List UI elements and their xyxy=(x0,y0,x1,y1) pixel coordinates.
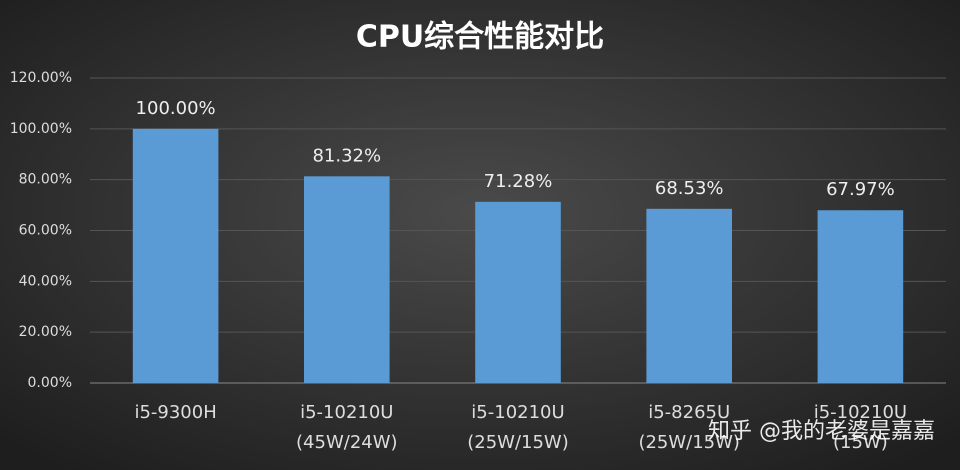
watermark: 知乎 @我的老婆是嘉嘉 xyxy=(708,419,935,444)
value-label: 81.32% xyxy=(312,145,381,166)
y-tick-label: 0.00% xyxy=(28,375,72,391)
x-tick-label: i5-10210U xyxy=(300,402,393,423)
y-tick-label: 20.00% xyxy=(19,324,72,340)
x-tick-label: i5-9300H xyxy=(134,402,216,423)
x-tick-label: i5-8265U xyxy=(648,402,730,423)
bar xyxy=(646,208,732,383)
value-label: 68.53% xyxy=(655,178,724,199)
x-tick-label: i5-10210U xyxy=(471,402,564,423)
value-label: 67.97% xyxy=(826,179,895,200)
bar xyxy=(475,201,561,383)
y-tick-label: 60.00% xyxy=(19,223,72,239)
chart-title: CPU综合性能对比 xyxy=(356,20,604,55)
bar xyxy=(132,128,219,383)
y-tick-label: 40.00% xyxy=(19,273,72,289)
x-tick-label: i5-10210U xyxy=(814,402,907,423)
bar xyxy=(304,176,390,383)
x-tick-label: (25W/15W) xyxy=(638,432,740,453)
x-tick-label: (25W/15W) xyxy=(467,432,569,453)
bar xyxy=(817,210,904,383)
value-label: 71.28% xyxy=(484,171,553,192)
y-tick-label: 80.00% xyxy=(19,172,72,188)
x-tick-label: (15W) xyxy=(833,432,888,453)
value-label: 100.00% xyxy=(136,98,216,119)
y-tick-label: 100.00% xyxy=(10,121,72,137)
x-tick-label: (45W/24W) xyxy=(296,432,398,453)
y-tick-label: 120.00% xyxy=(10,70,72,86)
